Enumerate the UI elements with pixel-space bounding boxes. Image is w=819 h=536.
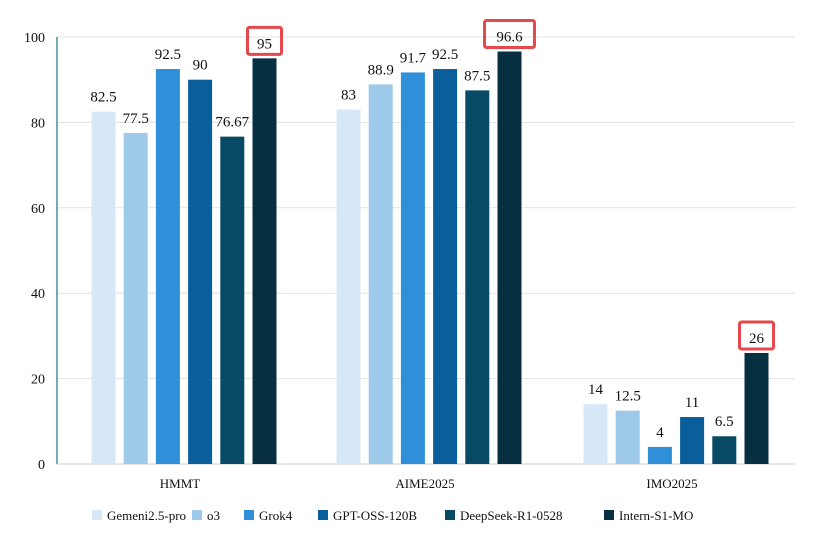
- legend-swatch: [244, 510, 254, 520]
- data-label: 92.5: [155, 47, 181, 63]
- legend-label: GPT-OSS-120B: [333, 508, 417, 523]
- data-label: 92.5: [432, 47, 458, 63]
- legend-swatch: [192, 510, 202, 520]
- y-tick-label: 60: [31, 202, 45, 217]
- legend-swatch: [318, 510, 328, 520]
- highlight-box: [483, 19, 536, 50]
- bar-gemeni2-5-pro-hmmt: [91, 111, 116, 464]
- legend-swatch: [604, 510, 614, 520]
- bar-gpt-oss-120b-hmmt: [188, 79, 213, 464]
- bar-intern-s1-mo-aime2025: [497, 51, 522, 464]
- bar-grok4-aime2025: [400, 72, 425, 464]
- data-label: 83: [341, 88, 356, 104]
- data-label: 96.6: [496, 30, 523, 46]
- bar-o3-hmmt: [123, 133, 148, 464]
- legend-label: o3: [207, 508, 220, 523]
- data-label: 95: [257, 36, 272, 52]
- x-tick-label: AIME2025: [395, 476, 454, 491]
- bar-gpt-oss-120b-imo2025: [680, 417, 705, 464]
- y-tick-label: 80: [31, 116, 45, 131]
- y-tick-label: 20: [31, 373, 45, 388]
- highlight-box: [246, 25, 283, 56]
- bar-gemeni2-5-pro-imo2025: [583, 404, 608, 464]
- legend-label: Gemeni2.5-pro: [107, 508, 186, 523]
- bar-grok4-hmmt: [155, 69, 180, 465]
- x-tick-label: IMO2025: [646, 476, 697, 491]
- bar-deepseek-r1-0528-imo2025: [712, 436, 737, 464]
- data-label: 14: [588, 382, 604, 398]
- legend-label: DeepSeek-R1-0528: [460, 508, 563, 523]
- data-label: 90: [193, 58, 208, 74]
- data-label: 88.9: [368, 62, 394, 78]
- legend-swatch: [92, 510, 102, 520]
- y-tick-label: 40: [31, 287, 45, 302]
- bar-deepseek-r1-0528-hmmt: [220, 136, 245, 465]
- data-label: 6.5: [715, 414, 734, 430]
- x-tick-label: HMMT: [160, 476, 201, 491]
- data-label: 4: [656, 425, 664, 441]
- bar-gpt-oss-120b-aime2025: [433, 69, 458, 465]
- bar-gemeni2-5-pro-aime2025: [336, 109, 361, 464]
- bar-intern-s1-mo-hmmt: [252, 58, 277, 464]
- data-label: 82.5: [90, 90, 116, 106]
- bar-deepseek-r1-0528-aime2025: [465, 90, 490, 464]
- bar-o3-aime2025: [368, 84, 393, 464]
- bar-intern-s1-mo-imo2025: [744, 352, 769, 464]
- y-tick-label: 0: [38, 458, 45, 473]
- bar-o3-imo2025: [615, 410, 640, 464]
- y-tick-label: 100: [24, 31, 45, 46]
- data-label: 12.5: [615, 389, 641, 405]
- data-label: 91.7: [400, 50, 427, 66]
- highlight-box: [738, 320, 775, 351]
- data-label: 87.5: [464, 68, 490, 84]
- data-label: 76.67: [215, 115, 249, 131]
- bar-grok4-imo2025: [647, 446, 672, 464]
- data-label: 11: [685, 395, 699, 411]
- data-label: 77.5: [123, 111, 149, 127]
- legend-label: Intern-S1-MO: [619, 508, 693, 523]
- legend-label: Grok4: [259, 508, 293, 523]
- data-label: 26: [749, 331, 765, 347]
- legend-swatch: [445, 510, 455, 520]
